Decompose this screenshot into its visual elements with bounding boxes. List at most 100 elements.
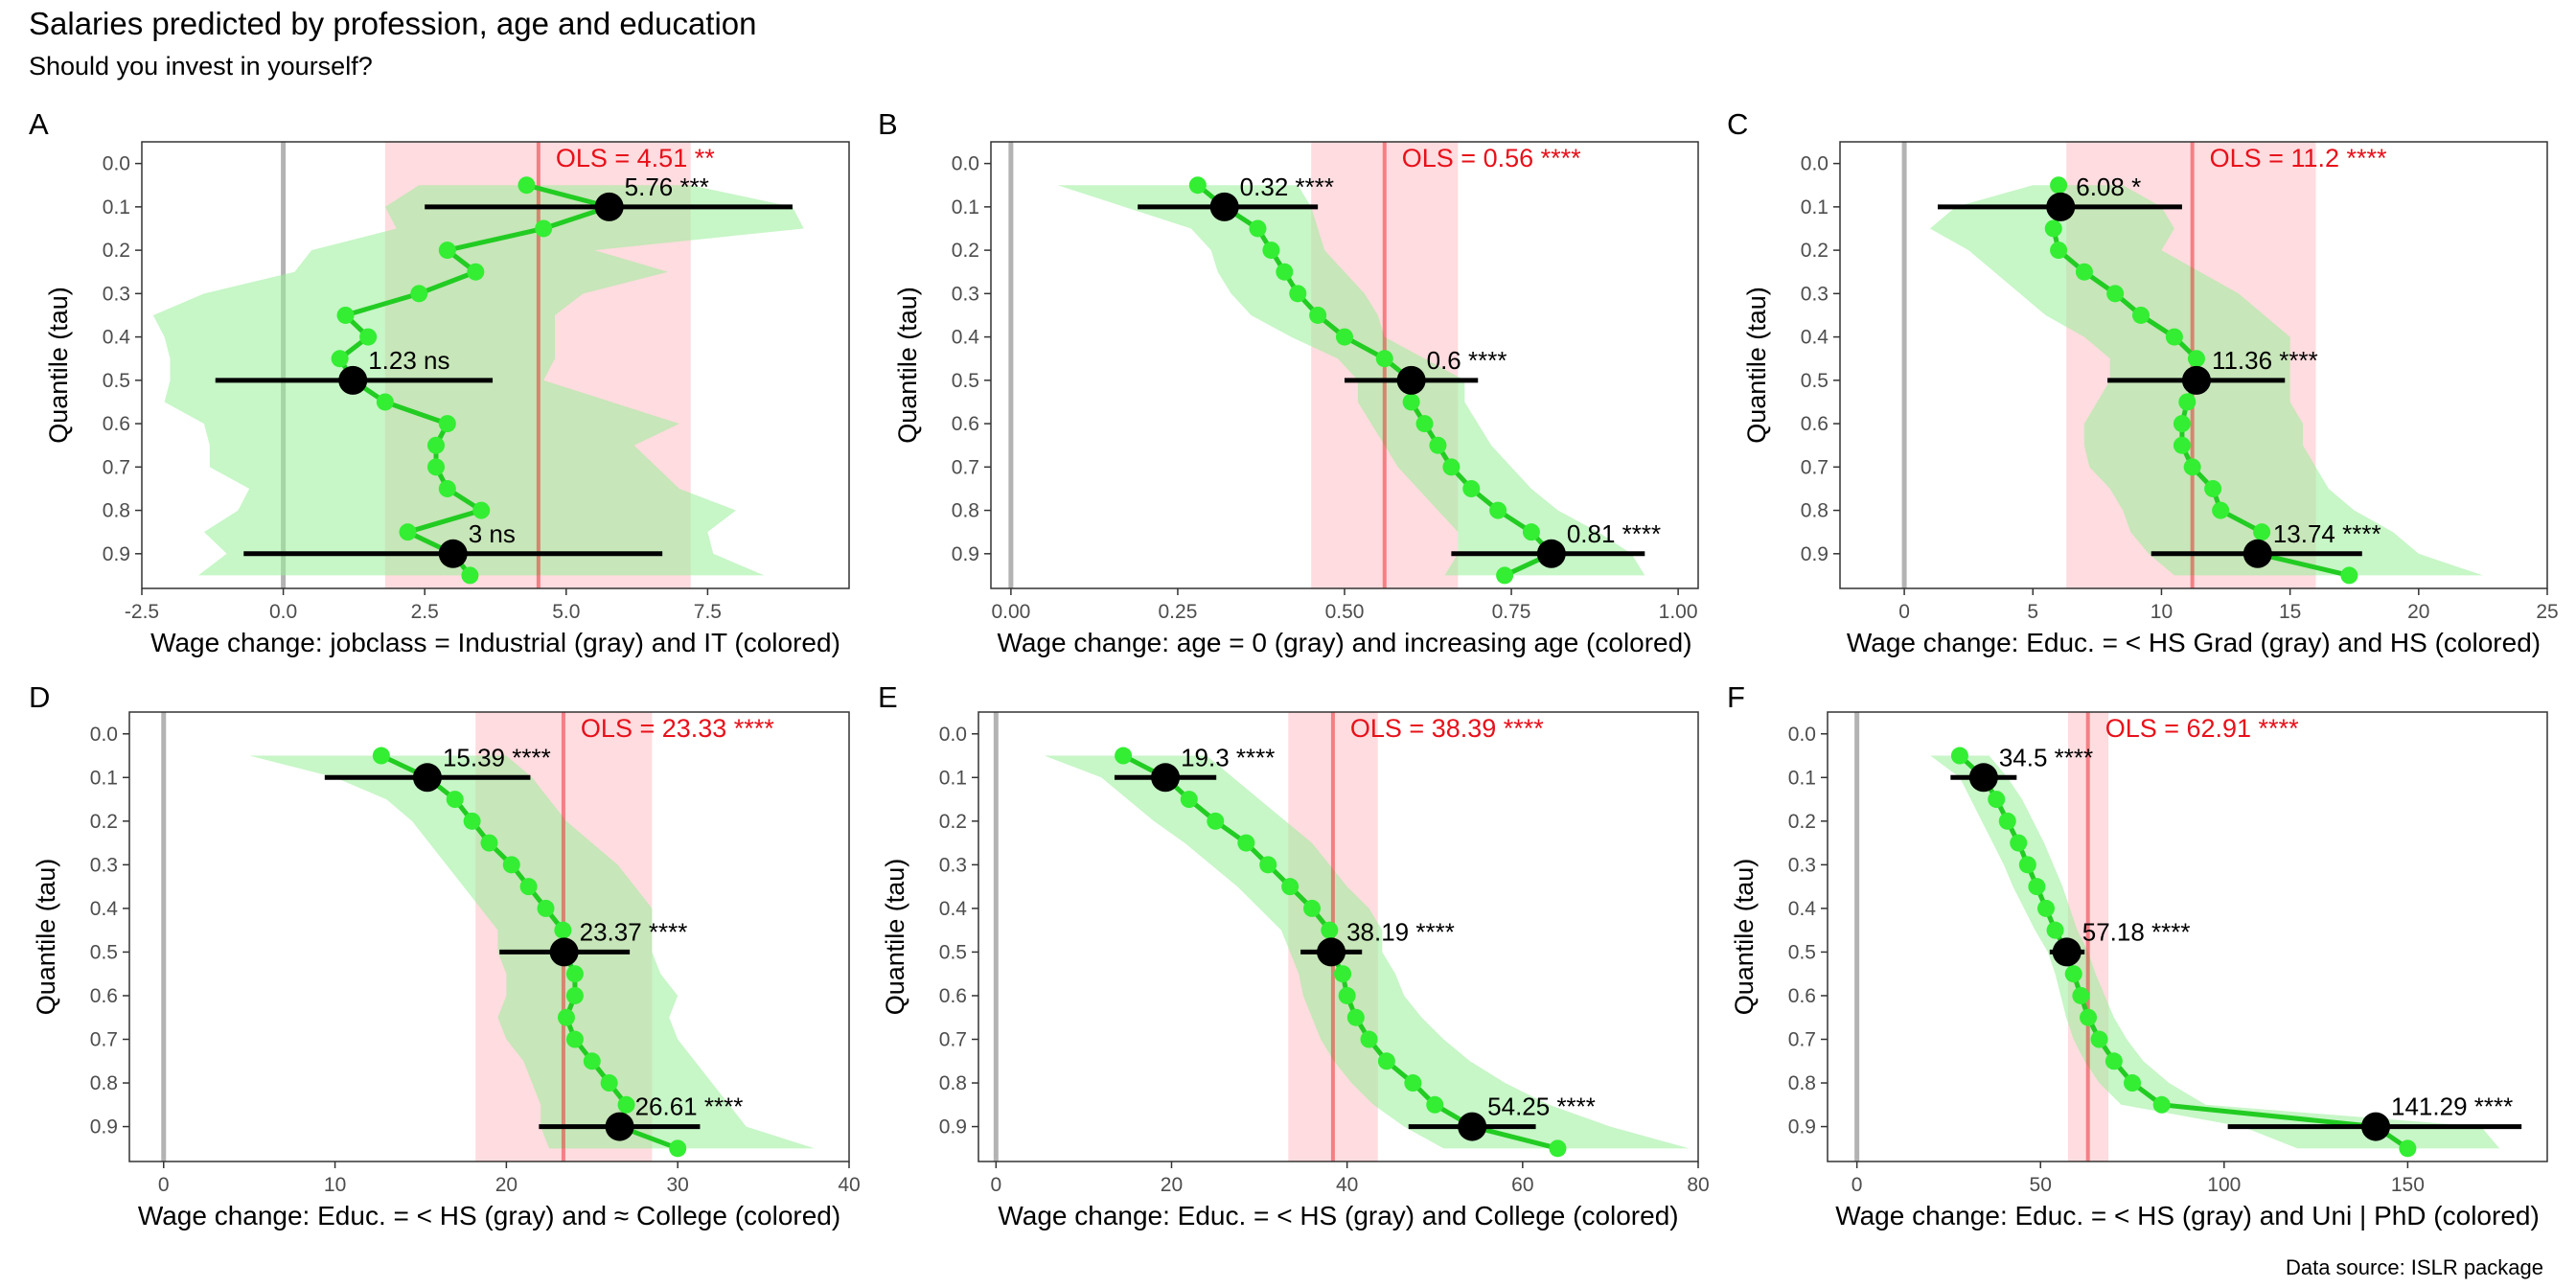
y-tick-label: 0.5	[90, 941, 118, 963]
quantile-point	[554, 921, 572, 939]
y-tick-label: 0.7	[103, 456, 130, 478]
quantile-point	[461, 566, 479, 585]
plot-area	[1008, 142, 1645, 588]
x-tick-label: 50	[2030, 1174, 2052, 1196]
panel-tag: F	[1727, 680, 1745, 714]
chart-subtitle: Should you invest in yourself?	[29, 52, 373, 80]
y-tick-label: 0.1	[1788, 767, 1816, 789]
quantile-point	[2104, 1052, 2123, 1070]
quantile-point	[1375, 350, 1393, 368]
highlight-label: 6.08 *	[2076, 172, 2141, 201]
quantile-point	[2072, 986, 2090, 1004]
panel-tag: B	[878, 107, 898, 141]
quantile-point	[2152, 1095, 2171, 1114]
ols-label: OLS = 23.33 ****	[581, 714, 774, 743]
quantile-point	[1404, 1074, 1422, 1092]
quantile-point	[1336, 328, 1353, 346]
quantile-point	[438, 242, 456, 260]
x-tick-label: 10	[2150, 601, 2173, 623]
quantile-point	[2106, 285, 2125, 303]
y-tick-label: 0.9	[90, 1116, 118, 1138]
y-axis-title: Quantile (tau)	[1730, 859, 1759, 1016]
y-tick-label: 0.2	[1801, 240, 1828, 262]
quantile-point	[617, 1095, 635, 1114]
y-tick-label: 0.2	[1788, 811, 1816, 833]
y-tick-label: 0.9	[1801, 543, 1828, 565]
y-tick-label: 0.7	[939, 1029, 967, 1051]
highlight-point	[605, 1112, 634, 1141]
quantile-point	[1309, 306, 1327, 324]
y-tick-label: 0.4	[103, 327, 131, 349]
y-tick-label: 0.9	[103, 543, 130, 565]
quantile-point	[1338, 986, 1356, 1004]
y-tick-label: 0.6	[90, 985, 118, 1007]
y-tick-label: 0.4	[952, 327, 980, 349]
quantile-point	[2204, 479, 2222, 497]
x-tick-label: 10	[324, 1174, 346, 1196]
panel-border	[141, 141, 850, 589]
y-tick-label: 0.3	[952, 283, 979, 305]
y-tick-label: 0.9	[952, 543, 979, 565]
quantile-point	[472, 501, 491, 519]
y-tick-label: 0.0	[952, 153, 979, 175]
highlight-point	[1317, 937, 1346, 967]
x-tick-label: 20	[2407, 601, 2429, 623]
quantile-point	[1207, 812, 1225, 830]
quantile-point	[480, 834, 498, 852]
quantile-point	[565, 1030, 584, 1048]
quantile-point	[1281, 878, 1300, 896]
highlight-label: 5.76 ***	[625, 172, 709, 201]
y-tick-label: 0.9	[939, 1116, 967, 1138]
y-tick-label: 0.1	[90, 767, 118, 789]
highlight-point	[1458, 1112, 1487, 1141]
y-tick-label: 0.6	[103, 413, 130, 435]
quantile-point	[1249, 219, 1267, 238]
quantile-point	[2028, 878, 2046, 896]
y-tick-label: 0.4	[1801, 327, 1829, 349]
y-tick-label: 0.4	[1788, 898, 1817, 920]
y-tick-label: 0.6	[952, 413, 979, 435]
highlight-point	[549, 937, 579, 967]
x-tick-label: 20	[1161, 1174, 1183, 1196]
x-tick-label: 1.00	[1659, 601, 1698, 623]
x-tick-label: 40	[838, 1174, 860, 1196]
quantile-point	[2253, 523, 2271, 541]
y-tick-label: 0.8	[952, 500, 979, 522]
data-source-caption: Data source: ISLR package	[2285, 1255, 2543, 1279]
quantile-point	[1522, 523, 1540, 541]
y-tick-label: 0.2	[90, 811, 118, 833]
x-tick-label: 30	[667, 1174, 689, 1196]
x-axis-title: Wage change: Educ. = < HS (gray) and ≈ C…	[138, 1201, 840, 1230]
y-tick-label: 0.3	[1788, 854, 1816, 876]
plot-area	[152, 142, 804, 588]
plot-area	[993, 712, 1690, 1162]
highlight-point	[1209, 192, 1239, 221]
quantile-point	[2018, 856, 2036, 874]
y-tick-label: 0.2	[952, 240, 979, 262]
highlight-label: 0.81 ****	[1567, 519, 1661, 548]
quantile-point	[1998, 812, 2016, 830]
quantile-point	[359, 328, 378, 346]
quantile-point	[2340, 566, 2358, 585]
highlight-label: 0.6 ****	[1427, 346, 1507, 375]
quantile-point	[2183, 458, 2201, 476]
quantile-point	[535, 219, 553, 238]
quantile-point	[1377, 1052, 1395, 1070]
quantile-point	[2036, 899, 2055, 917]
x-tick-label: 80	[1687, 1174, 1709, 1196]
plot-area	[161, 712, 816, 1162]
y-tick-label: 0.6	[939, 985, 967, 1007]
quantile-point	[1289, 285, 1307, 303]
quantile-point	[2173, 415, 2191, 433]
x-tick-label: 25	[2536, 601, 2558, 623]
quantile-point	[2187, 350, 2205, 368]
y-axis-title: Quantile (tau)	[1742, 287, 1771, 444]
quantile-point	[2212, 501, 2230, 519]
x-axis-title: Wage change: age = 0 (gray) and increasi…	[997, 628, 1691, 657]
quantile-point	[565, 986, 584, 1004]
y-tick-label: 0.0	[1788, 724, 1816, 746]
y-tick-label: 0.9	[1788, 1116, 1816, 1138]
plot-area	[1901, 142, 2483, 588]
x-axis-title: Wage change: Educ. = < HS Grad (gray) an…	[1847, 628, 2541, 657]
y-tick-label: 0.3	[1801, 283, 1828, 305]
